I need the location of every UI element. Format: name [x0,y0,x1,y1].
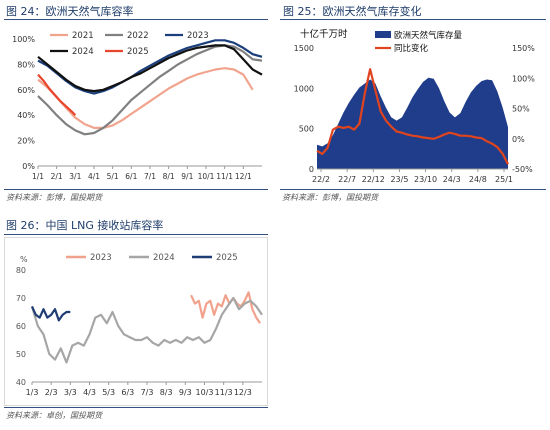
y-unit-label: % [20,255,28,264]
x-tick-label: 7/3 [141,388,154,397]
legend-label-2025: 2025 [127,47,149,57]
left-y-tick-label: 1000 [294,84,314,93]
x-tick-label: 8/1 [163,172,175,181]
figure-25-title: 图 25：欧洲天然气库存变化 [283,5,422,18]
y-tick-label: 60% [17,86,35,95]
x-tick-label: 24/8 [469,175,487,184]
y-tick-label: 60 [16,322,26,331]
y-tick-label: 40 [16,378,26,387]
figure-24-chart: 0% 20% 40% 60% 80% 100% 1/1 2/1 3/1 4/1 5/1 6/1 7/1 8… [12,31,263,181]
x-tick-label: 3/3 [64,388,77,397]
legend-label-2023: 2023 [187,31,209,41]
plot-frame [4,237,268,406]
x-tick-label: 10/3 [196,388,214,397]
y-tick-label: 70 [16,294,26,303]
right-y-tick-label: 150% [512,44,535,53]
figure-26-title: 图 26：中国 LNG 接收站库容率 [6,219,164,232]
x-tick-label: 24/3 [443,175,461,184]
x-tick-label: 4/3 [83,388,96,397]
legend-label-inventory: 欧洲天然气库存量 [394,30,463,41]
x-tick-label: 8/3 [160,388,173,397]
series-line-yoy [316,68,509,165]
figure-25-source: 资料来源：彭博，国投期货 [282,193,378,202]
x-tick-label: 9/3 [179,388,192,397]
x-tick-label: 5/1 [107,172,119,181]
figure-24-title: 图 24：欧洲天然气库容率 [6,5,134,18]
right-y-tick-label: -50% [512,165,533,174]
right-y-tick-label: 100% [512,74,535,83]
x-tick-label: 25/1 [495,175,513,184]
figure-25-chart: 十亿千万时 0 500 1000 1500 -50% 0% 50% 100% 150% 22/2 22… [294,28,536,184]
legend-label-2024: 2024 [153,253,175,263]
x-tick-label: 23/5 [390,175,408,184]
y-tick-label: 100% [12,35,35,44]
x-tick-label: 1/1 [32,172,44,181]
x-tick-label: 6/3 [121,388,134,397]
right-y-tick-label: 50% [512,105,530,114]
y-tick-label: 0% [22,162,35,171]
x-tick-label: 11/1 [216,172,233,181]
figure-25-source-rule [280,189,546,190]
legend-label-2023: 2023 [90,253,112,263]
series-line-2024 [37,44,263,93]
x-tick-label: 10/1 [198,172,215,181]
y-tick-label: 20% [17,137,35,146]
legend-label-2022: 2022 [127,31,149,41]
figure-26-source-rule [4,407,268,408]
legend-label-2025: 2025 [216,253,238,263]
x-tick-label: 7/1 [144,172,156,181]
series-line-2025 [30,305,71,322]
x-tick-label: 3/1 [69,172,81,181]
series-line-2024 [30,296,263,364]
x-tick-label: 12/3 [234,388,252,397]
series-line-2022 [37,44,263,136]
figure-26-chart: % 40 50 60 70 80 1/3 2/3 3/3 4/3 5/3 6/3 7/3 8/3 9/3 10… [4,237,268,406]
series-line-2023 [190,291,262,324]
x-tick-label: 22/2 [312,175,330,184]
series-line-2025 [37,73,77,116]
series-area-inventory [317,77,508,169]
y-tick-label: 40% [17,111,35,120]
series-line-2023 [37,39,263,95]
x-tick-label: 1/3 [26,388,39,397]
x-tick-label: 9/1 [181,172,193,181]
left-axis-unit: 十亿千万时 [300,28,348,40]
legend-label-2021: 2021 [72,31,94,41]
x-tick-label: 22/12 [362,175,385,184]
right-y-tick-label: 0% [512,135,525,144]
x-tick-label: 2/3 [45,388,58,397]
left-y-tick-label: 0 [309,165,314,174]
legend-swatch-inventory [375,31,391,38]
x-tick-label: 11/3 [215,388,233,397]
figure-26-source: 资料来源：卓创，国投期货 [6,411,102,420]
x-tick-label: 2/1 [51,172,63,181]
x-tick-label: 12/1 [235,172,252,181]
figure-26-title-rule [4,234,268,235]
figure-24-source-rule [4,189,268,190]
figure-24-title-rule [4,19,268,20]
left-y-tick-label: 500 [299,125,314,134]
legend-label-yoy: 同比变化 [394,43,429,54]
x-tick-label: 22/7 [338,175,356,184]
y-tick-label: 80% [17,60,35,69]
legend-label-2024: 2024 [72,47,94,57]
figure-24-source: 资料来源：彭博，国投期货 [6,193,102,202]
x-tick-label: 6/1 [125,172,137,181]
left-y-tick-label: 1500 [294,44,314,53]
y-tick-label: 50 [16,350,26,359]
y-tick-label: 80 [16,266,26,275]
x-tick-label: 4/1 [88,172,100,181]
x-tick-label: 23/10 [414,175,437,184]
x-tick-label: 5/3 [102,388,115,397]
series-line-2021 [37,67,254,129]
figure-25-title-rule [280,19,546,20]
